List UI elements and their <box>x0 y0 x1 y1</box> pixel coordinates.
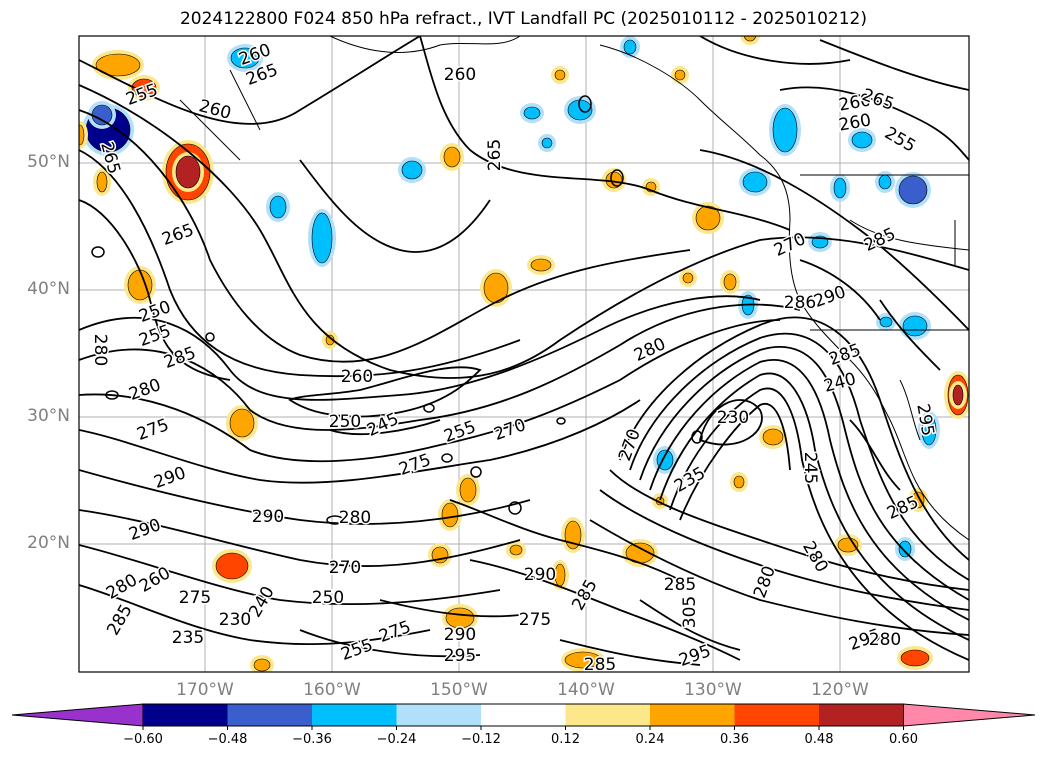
contour-label: 285 <box>584 655 616 675</box>
colorbar-tick-label: 0.60 <box>889 732 918 747</box>
colorbar-tick-label: −0.24 <box>376 732 417 747</box>
longitude-label: 130°W <box>684 680 742 700</box>
contour-label: 270 <box>329 558 361 578</box>
colorbar-extend-low <box>11 703 144 727</box>
longitude-label: 170°W <box>176 680 234 700</box>
longitude-label: 160°W <box>303 680 361 700</box>
contour-label: 286 <box>784 293 816 313</box>
colorbar-tick-label: −0.48 <box>207 732 248 747</box>
colorbar-segment <box>565 704 651 726</box>
coastline <box>179 36 969 541</box>
longitude-label: 150°W <box>430 680 488 700</box>
contour-label: 280 <box>869 630 901 650</box>
latitude-label: 40°N <box>27 279 70 299</box>
contour-label: 275 <box>179 588 211 608</box>
contour-label: 260 <box>341 367 373 387</box>
contour-label: 285 <box>664 575 696 595</box>
contour-label: 275 <box>519 610 551 630</box>
contour-label: 290 <box>252 507 284 527</box>
longitude-label: 120°W <box>811 680 869 700</box>
latitude-label: 30°N <box>27 406 70 426</box>
latitude-label: 20°N <box>27 533 70 553</box>
contour-label: 265 <box>485 139 505 171</box>
contour-label: 280 <box>90 334 110 366</box>
colorbar-extend-high <box>903 703 1036 727</box>
contour-label: 290 <box>444 625 476 645</box>
colorbar-tick-label: 0.48 <box>804 732 834 747</box>
contour-label: 295 <box>444 646 476 666</box>
latitude-label: 50°N <box>27 152 70 172</box>
colorbar-segment <box>650 704 735 726</box>
contour-label: 305 <box>680 596 700 628</box>
ivt-pc-shading <box>79 36 969 672</box>
contour-label: 290 <box>524 565 556 585</box>
colorbar-tick-label: −0.60 <box>123 732 163 747</box>
colorbar-tick-label: 0.24 <box>635 732 665 747</box>
contour-label: 230 <box>717 408 749 428</box>
colorbar-tick-label: 0.12 <box>551 732 580 747</box>
colorbar <box>11 703 1036 730</box>
colorbar-segment <box>819 704 904 726</box>
refractivity-contours <box>79 36 969 666</box>
contour-labels: 2552602652602602652652602602652552652502… <box>89 39 940 675</box>
figure-title: 2024122800 F024 850 hPa refract., IVT La… <box>179 9 867 29</box>
contour-label: 250 <box>312 588 344 608</box>
contour-label: 230 <box>219 610 251 630</box>
colorbar-segment <box>734 704 820 726</box>
contour-label: 260 <box>444 65 476 85</box>
contour-label: 245 <box>800 452 820 484</box>
colorbar-tick-label: −0.36 <box>292 732 332 747</box>
contour-label: 280 <box>339 508 371 528</box>
colorbar-segment <box>227 704 313 726</box>
colorbar-tick-label: 0.36 <box>720 732 749 747</box>
map-frame <box>78 35 970 673</box>
contour-label: 250 <box>329 412 361 432</box>
contour-label: 235 <box>172 628 204 648</box>
longitude-label: 140°W <box>557 680 615 700</box>
colorbar-tick-label: −0.12 <box>461 732 501 747</box>
colorbar-segment <box>312 704 397 726</box>
colorbar-segment <box>143 704 228 726</box>
colorbar-segment <box>481 704 566 726</box>
colorbar-segment <box>396 704 482 726</box>
